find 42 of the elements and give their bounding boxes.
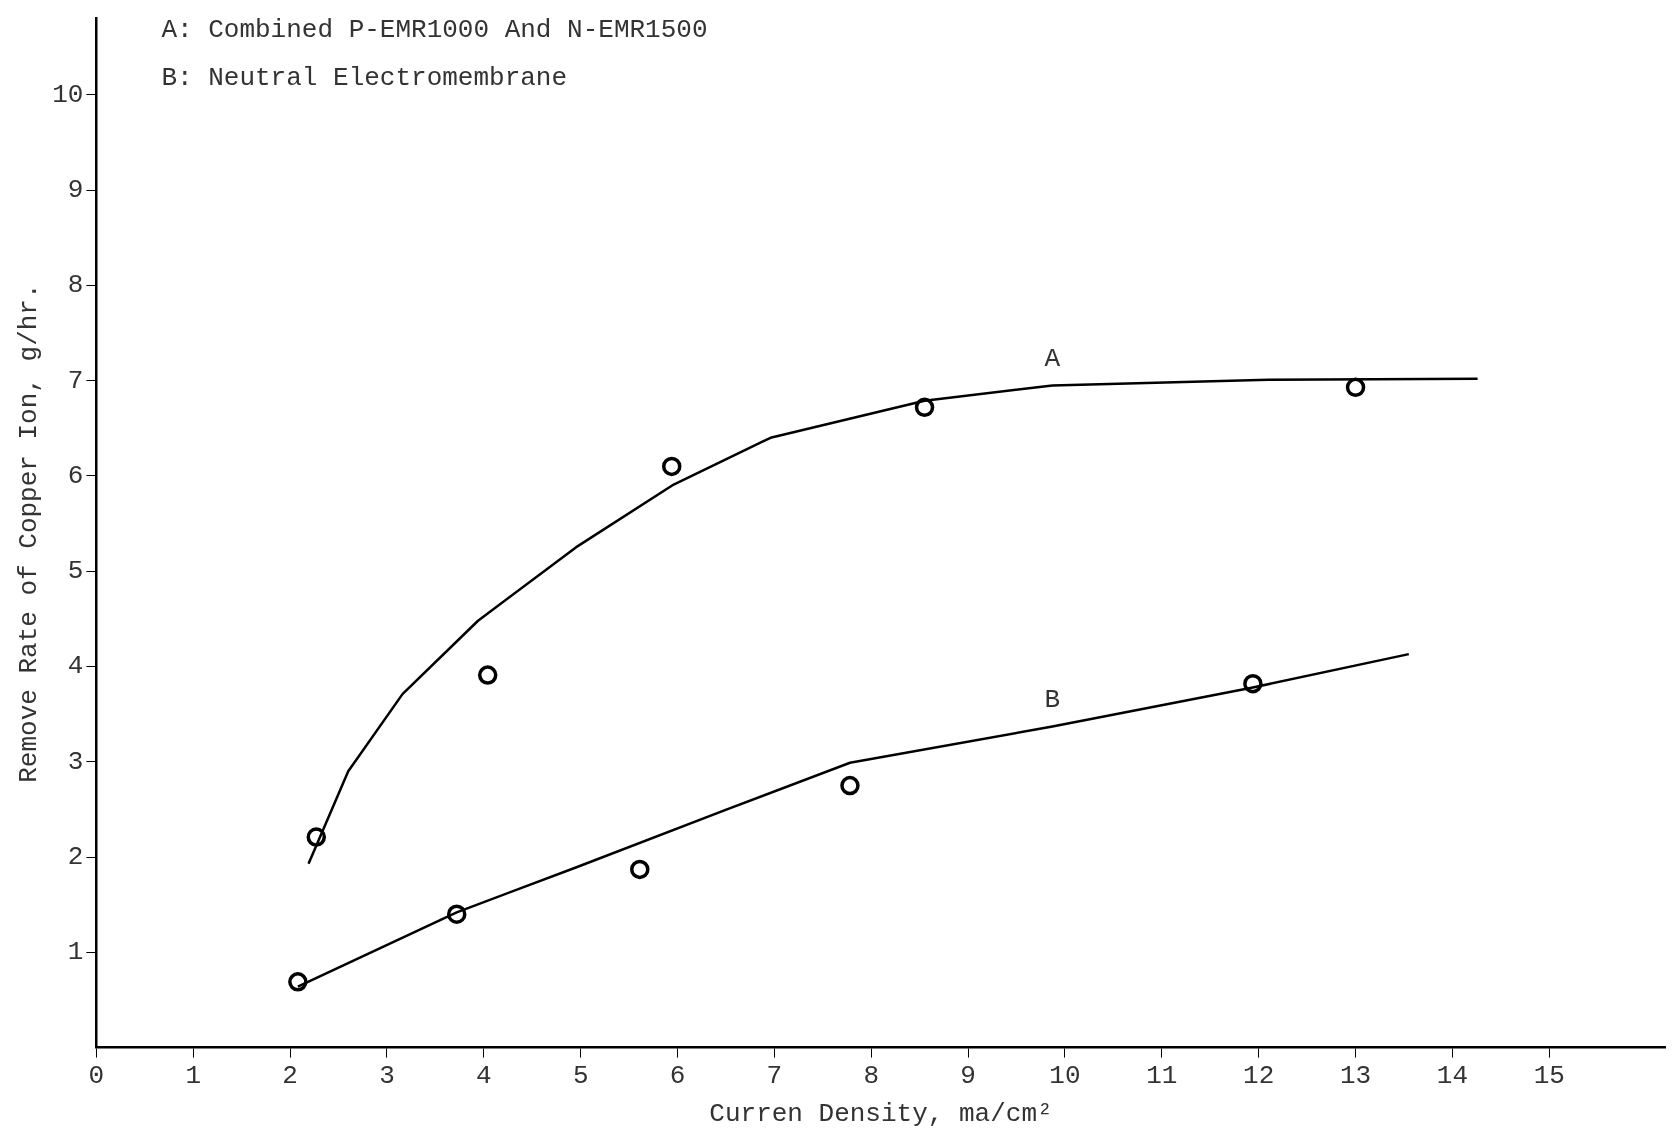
x-tick-label: 5 <box>572 1061 589 1092</box>
y-tick-label: 4 <box>67 651 84 682</box>
annotation: A: Combined P-EMR1000 And N-EMR1500 <box>161 14 708 45</box>
x-axis-title: Curren Density, ma/cm² <box>709 1099 1053 1130</box>
x-tick-label: 2 <box>282 1061 298 1092</box>
point <box>1345 377 1366 398</box>
annotation: B: Neutral Electromembrane <box>161 62 568 93</box>
x-tick-label: 13 <box>1339 1061 1372 1092</box>
point <box>1243 673 1263 694</box>
y-tick-label: 3 <box>67 746 84 777</box>
annotation: B <box>1044 685 1061 716</box>
y-tick-label: 7 <box>67 365 84 396</box>
y-tick-label: 9 <box>67 174 84 205</box>
y-tick-label: 10 <box>52 79 84 110</box>
annotation: A <box>1044 344 1061 375</box>
y-tick-label: 1 <box>67 937 84 968</box>
x-tick-label: 10 <box>1049 1061 1081 1092</box>
x-tick-label: 15 <box>1533 1061 1565 1092</box>
point <box>661 456 682 477</box>
y-axis-title: Remove Rate of Copper Ion, g/hr. <box>14 283 45 783</box>
y-tick-label: 8 <box>67 270 84 301</box>
y-tick-label: 6 <box>67 460 84 491</box>
x-tick-label: 7 <box>766 1061 783 1092</box>
y-tick-label: 5 <box>67 556 84 587</box>
point <box>840 775 860 796</box>
x-tick-label: 6 <box>669 1061 686 1092</box>
point <box>446 904 467 924</box>
x-tick-label: 1 <box>185 1061 202 1092</box>
point <box>630 859 650 880</box>
x-tick-label: 0 <box>88 1061 105 1092</box>
point <box>306 827 327 847</box>
x-tick-label: 9 <box>960 1061 976 1092</box>
x-tick-label: 8 <box>863 1061 880 1092</box>
x-tick-label: 12 <box>1243 1061 1275 1092</box>
y-tick-label: 2 <box>67 841 84 872</box>
x-tick-label: 14 <box>1436 1061 1469 1092</box>
point <box>914 397 935 418</box>
point <box>477 665 498 685</box>
point <box>288 972 308 992</box>
x-tick-label: 4 <box>476 1061 492 1092</box>
x-tick-label: 3 <box>379 1061 395 1092</box>
x-tick-label: 11 <box>1146 1061 1178 1092</box>
